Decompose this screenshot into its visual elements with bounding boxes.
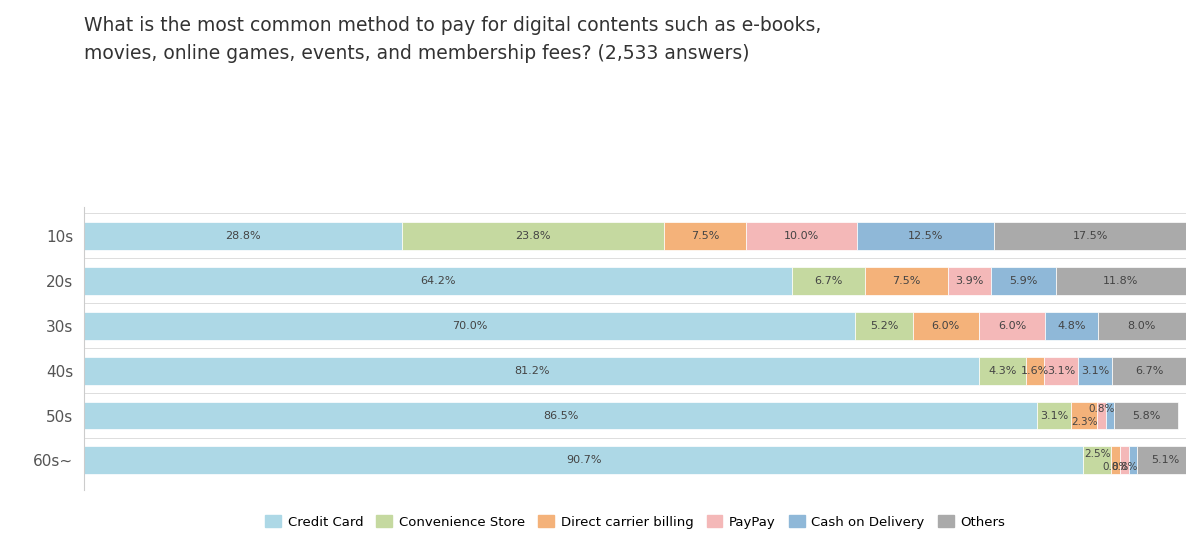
Text: 1.6%: 1.6%: [1021, 366, 1049, 375]
Bar: [1044, 357, 1078, 385]
Text: 8.0%: 8.0%: [1128, 321, 1156, 331]
Text: 7.5%: 7.5%: [892, 276, 921, 286]
Bar: [746, 222, 856, 250]
Text: 6.7%: 6.7%: [1135, 366, 1163, 375]
Bar: [855, 312, 913, 339]
Text: 10.0%: 10.0%: [784, 231, 819, 241]
Bar: [991, 267, 1056, 295]
Bar: [1120, 447, 1128, 474]
Bar: [791, 267, 866, 295]
Bar: [1078, 357, 1112, 385]
Bar: [1111, 447, 1120, 474]
Bar: [1112, 357, 1186, 385]
Bar: [84, 357, 979, 385]
Text: 6.7%: 6.7%: [814, 276, 843, 286]
Bar: [1128, 447, 1138, 474]
Text: 11.8%: 11.8%: [1103, 276, 1139, 286]
Bar: [84, 222, 402, 250]
Bar: [979, 357, 1026, 385]
Bar: [84, 447, 1084, 474]
Bar: [1098, 312, 1186, 339]
Text: 4.3%: 4.3%: [988, 366, 1016, 375]
Bar: [1138, 447, 1193, 474]
Bar: [1115, 401, 1179, 429]
Bar: [663, 222, 746, 250]
Text: 81.2%: 81.2%: [514, 366, 549, 375]
Bar: [1105, 401, 1115, 429]
Text: 0.8%: 0.8%: [1102, 462, 1128, 472]
Text: 12.5%: 12.5%: [908, 231, 943, 241]
Text: 28.8%: 28.8%: [225, 231, 261, 241]
Text: 2.3%: 2.3%: [1070, 417, 1097, 427]
Bar: [995, 222, 1187, 250]
Text: 5.2%: 5.2%: [870, 321, 898, 331]
Text: 17.5%: 17.5%: [1073, 231, 1109, 241]
Bar: [1097, 401, 1105, 429]
Bar: [979, 312, 1045, 339]
Bar: [1056, 267, 1186, 295]
Bar: [1072, 401, 1097, 429]
Text: 7.5%: 7.5%: [691, 231, 719, 241]
Text: 5.8%: 5.8%: [1132, 411, 1161, 421]
Text: 70.0%: 70.0%: [453, 321, 488, 331]
Bar: [84, 267, 791, 295]
Bar: [856, 222, 995, 250]
Bar: [913, 312, 979, 339]
Bar: [1084, 447, 1111, 474]
Text: 23.8%: 23.8%: [515, 231, 550, 241]
Bar: [84, 312, 855, 339]
Text: 5.9%: 5.9%: [1009, 276, 1038, 286]
Text: 3.1%: 3.1%: [1046, 366, 1075, 375]
Text: 4.8%: 4.8%: [1057, 321, 1086, 331]
Text: 2.5%: 2.5%: [1084, 449, 1110, 459]
Bar: [1026, 357, 1044, 385]
Text: 3.1%: 3.1%: [1081, 366, 1109, 375]
Text: 5.1%: 5.1%: [1151, 455, 1180, 466]
Text: 3.1%: 3.1%: [1040, 411, 1068, 421]
Text: 0.8%: 0.8%: [1111, 462, 1138, 472]
Text: 0.8%: 0.8%: [1088, 404, 1114, 414]
Bar: [402, 222, 663, 250]
Bar: [1037, 401, 1072, 429]
Text: 6.0%: 6.0%: [932, 321, 960, 331]
Bar: [948, 267, 991, 295]
Text: 3.9%: 3.9%: [955, 276, 984, 286]
Text: 90.7%: 90.7%: [566, 455, 602, 466]
Bar: [1045, 312, 1098, 339]
Text: 86.5%: 86.5%: [543, 411, 578, 421]
Legend: Credit Card, Convenience Store, Direct carrier billing, PayPay, Cash on Delivery: Credit Card, Convenience Store, Direct c…: [260, 510, 1010, 534]
Text: What is the most common method to pay for digital contents such as e-books,
movi: What is the most common method to pay fo…: [84, 16, 821, 63]
Bar: [866, 267, 948, 295]
Text: 64.2%: 64.2%: [420, 276, 455, 286]
Text: 6.0%: 6.0%: [998, 321, 1026, 331]
Bar: [84, 401, 1037, 429]
